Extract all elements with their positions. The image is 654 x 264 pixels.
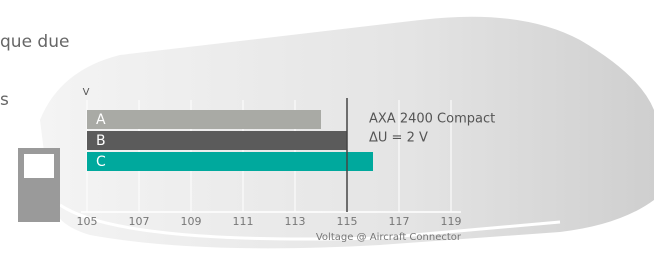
annotation: AXA 2400 Compact — [369, 112, 495, 127]
y-axis-label: V — [83, 87, 90, 98]
chart: que due s 105 107 109 111 113 115 117 119 Voltag… — [0, 0, 654, 264]
x-tick-label: 119 — [441, 215, 462, 228]
x-tick-label: 115 — [337, 215, 358, 228]
bar-label: C — [96, 154, 106, 170]
bar-label: A — [96, 112, 106, 128]
annotation: ΔU = 2 V — [369, 131, 428, 146]
bar — [87, 131, 347, 150]
bar-label: B — [96, 133, 106, 149]
x-tick-label: 105 — [77, 215, 98, 228]
bar — [87, 110, 321, 129]
bar — [87, 152, 373, 171]
x-tick-label: 109 — [181, 215, 202, 228]
x-tick-label: 111 — [233, 215, 254, 228]
gpu-window — [24, 154, 54, 178]
fragment-text: s — [0, 90, 9, 110]
x-tick-label: 107 — [129, 215, 150, 228]
fragment-text: que due — [0, 32, 69, 52]
x-tick-label: 117 — [389, 215, 410, 228]
x-axis-label: Voltage @ Aircraft Connector — [316, 232, 462, 243]
x-tick-label: 113 — [285, 215, 306, 228]
page: {"fragments": ["que due", "s"], "chart_d… — [0, 0, 654, 264]
